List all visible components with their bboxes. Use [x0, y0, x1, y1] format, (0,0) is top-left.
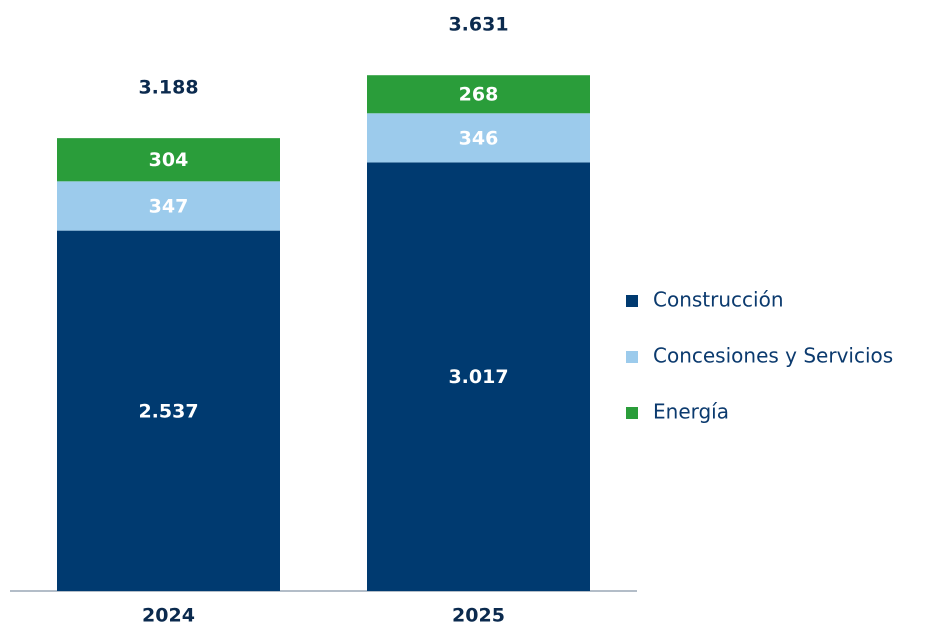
legend-label: Energía: [653, 400, 729, 424]
bar-segment: [367, 75, 590, 114]
legend-swatch: [626, 407, 638, 419]
bar-segment: [57, 230, 280, 591]
legend-label: Construcción: [653, 288, 784, 312]
legend-swatch: [626, 295, 638, 307]
x-tick-label: 2024: [142, 605, 195, 627]
x-tick-label: 2025: [452, 605, 505, 627]
value-label: 3.017: [448, 366, 508, 388]
total-label: 3.188: [138, 77, 198, 99]
total-label: 3.631: [448, 14, 508, 36]
bar-segment: [367, 162, 590, 591]
value-label: 268: [459, 84, 499, 106]
legend-swatch: [626, 351, 638, 363]
bar-segment: [57, 138, 280, 182]
value-label: 2.537: [138, 400, 198, 422]
bar-segment: [57, 181, 280, 231]
value-label: 346: [459, 127, 499, 149]
legend-label: Concesiones y Servicios: [653, 344, 893, 368]
value-label: 304: [149, 149, 189, 171]
bar-segment: [367, 113, 590, 163]
value-label: 347: [149, 195, 189, 217]
